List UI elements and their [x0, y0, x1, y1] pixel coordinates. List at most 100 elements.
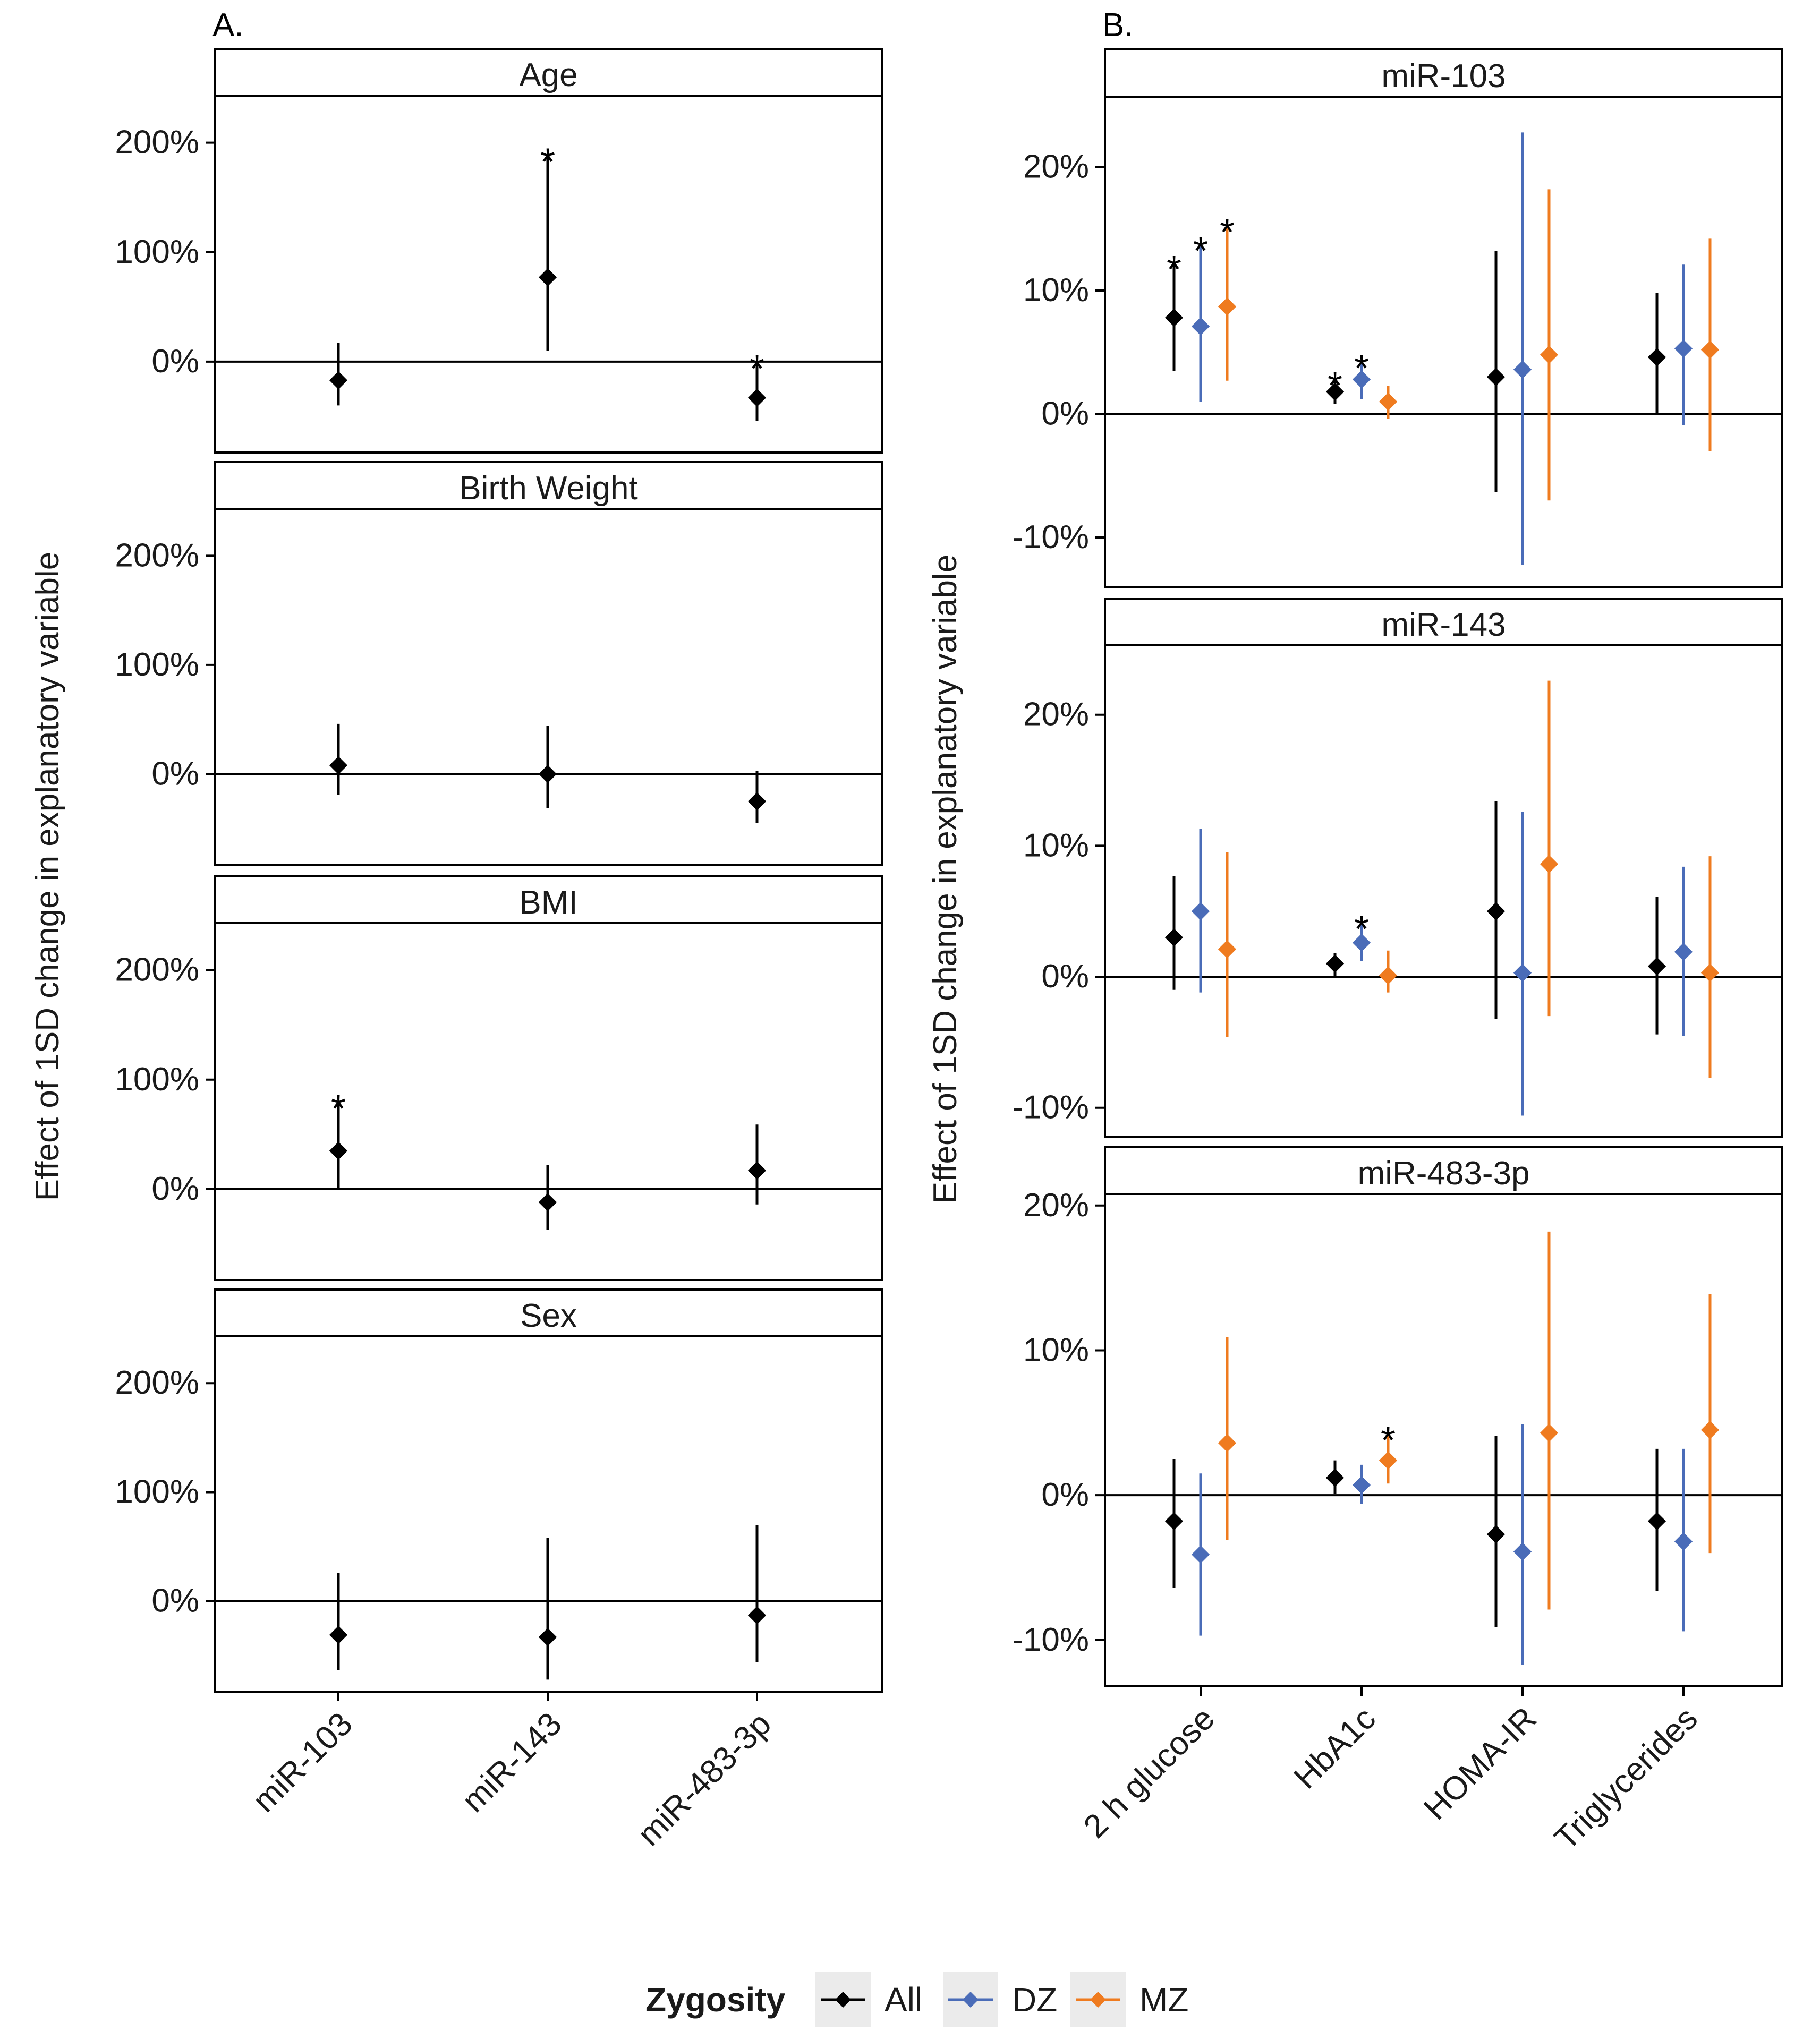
- point-marker: [329, 371, 348, 390]
- y-tick-label: 200%: [115, 124, 199, 161]
- significance-asterisk: *: [1167, 249, 1181, 291]
- facet-strip-label: miR-103: [1381, 58, 1506, 95]
- facet-a-4: Sex 0% 100% 200%: [115, 1288, 883, 1693]
- point-marker: [1674, 339, 1693, 358]
- legend-title: Zygosity: [645, 1981, 786, 2019]
- x-tick-label: HOMA-IR: [1417, 1700, 1544, 1827]
- facet-strip: [214, 1288, 883, 1337]
- point-marker: [1191, 902, 1210, 920]
- legend-label-mz: MZ: [1139, 1981, 1188, 2019]
- significance-asterisk: *: [750, 348, 764, 390]
- point-marker: [1352, 933, 1371, 952]
- significance-asterisk: *: [1328, 364, 1342, 407]
- point-marker: [1647, 1512, 1666, 1531]
- y-tick-label: 20%: [1023, 149, 1089, 185]
- point-marker: [1352, 1475, 1371, 1495]
- point-marker: [1647, 348, 1666, 366]
- y-tick-label: 100%: [115, 1061, 199, 1098]
- point-marker: [1218, 940, 1237, 959]
- point-marker: [1325, 382, 1345, 401]
- panel-label-a: A.: [212, 7, 244, 44]
- y-tick-label: 0%: [151, 1583, 199, 1619]
- y-tick-label: 0%: [1041, 1477, 1089, 1513]
- facet-b-3: miR-483-3p -10% 0% 10% 20% *: [1012, 1146, 1783, 1687]
- facet-b-1: miR-103 -10% 0% 10% 20% * * * * *: [1012, 48, 1783, 588]
- y-tick-label: 0%: [151, 343, 199, 380]
- y-tick-label: 10%: [1023, 827, 1089, 864]
- panel-label-b: B.: [1102, 7, 1134, 44]
- point-marker: [1164, 928, 1184, 947]
- facet-strip-label: Birth Weight: [459, 470, 638, 507]
- point-marker: [1540, 855, 1559, 874]
- y-tick-label: 10%: [1023, 1332, 1089, 1368]
- significance-asterisk: *: [331, 1088, 346, 1130]
- significance-asterisk: *: [1354, 908, 1369, 951]
- facet-strip-label: BMI: [519, 884, 577, 921]
- x-tick-label: miR-143: [455, 1705, 568, 1819]
- point-marker: [1540, 345, 1559, 364]
- point-marker: [538, 1193, 557, 1211]
- x-tick-label: miR-103: [245, 1705, 359, 1819]
- y-tick-label: 0%: [1041, 958, 1089, 995]
- point-marker: [1513, 963, 1532, 982]
- y-tick-label: 0%: [151, 1171, 199, 1207]
- x-tick-label: miR-483-3p: [631, 1705, 778, 1853]
- x-axis-a: miR-103 miR-143 miR-483-3p: [245, 1692, 778, 1853]
- facet-strip-label: miR-143: [1381, 607, 1506, 643]
- point-marker: [1674, 943, 1693, 961]
- legend-key-marker: [963, 1992, 979, 2008]
- y-tick-label: 100%: [115, 646, 199, 683]
- facet-strip-label: Age: [519, 57, 577, 93]
- point-marker: [538, 268, 557, 287]
- point-marker: [1700, 1421, 1720, 1439]
- x-axis-b: 2 h glucose HbA1c HOMA-IR Triglycerides: [1077, 1686, 1705, 1857]
- point-marker: [747, 792, 767, 810]
- point-marker: [1379, 1451, 1398, 1470]
- facet-a-2: Birth Weight 0% 100% 200%: [115, 461, 883, 866]
- point-marker: [1352, 370, 1371, 389]
- y-tick-label: 20%: [1023, 1187, 1089, 1224]
- point-marker: [538, 765, 557, 783]
- point-marker: [1218, 297, 1237, 316]
- point-marker: [1486, 1525, 1506, 1543]
- facet-a-1: Age 0% 100% 200% * *: [115, 48, 883, 454]
- point-marker: [1540, 1423, 1559, 1442]
- point-marker: [1647, 957, 1666, 976]
- point-marker: [329, 1141, 348, 1160]
- significance-asterisk: *: [1381, 1420, 1396, 1462]
- point-marker: [1379, 966, 1398, 985]
- y-axis-title-b: Effect of 1SD change in explanatory vari…: [927, 554, 964, 1204]
- y-tick-label: -10%: [1012, 1622, 1089, 1658]
- facet-panel: [214, 922, 883, 1281]
- point-marker: [1164, 309, 1184, 327]
- point-marker: [1164, 1512, 1184, 1531]
- y-tick-label: -10%: [1012, 519, 1089, 556]
- facet-panel: [214, 95, 883, 454]
- x-tick-label: HbA1c: [1287, 1700, 1383, 1796]
- point-marker: [1700, 963, 1720, 982]
- point-marker: [1379, 392, 1398, 411]
- point-marker: [1191, 1545, 1210, 1564]
- y-tick-label: -10%: [1012, 1089, 1089, 1126]
- point-marker: [329, 1626, 348, 1644]
- point-marker: [1218, 1433, 1237, 1453]
- significance-asterisk: *: [540, 141, 555, 183]
- y-tick-label: 100%: [115, 1473, 199, 1510]
- point-marker: [1700, 340, 1720, 359]
- legend: Zygosity All DZ MZ: [645, 1972, 1188, 2027]
- y-tick-label: 0%: [1041, 396, 1089, 432]
- point-marker: [1513, 360, 1532, 379]
- facet-strip: [1104, 1146, 1783, 1195]
- facet-strip: [1104, 598, 1783, 646]
- legend-label-dz: DZ: [1012, 1981, 1057, 2019]
- facet-panel: [1104, 644, 1783, 1138]
- y-tick-label: 10%: [1023, 272, 1089, 309]
- x-tick-label: 2 h glucose: [1077, 1700, 1222, 1845]
- significance-asterisk: *: [1220, 211, 1235, 254]
- point-marker: [1486, 902, 1506, 920]
- point-marker: [538, 1628, 557, 1646]
- facet-strip-label: miR-483-3p: [1358, 1155, 1530, 1192]
- facet-strip: [214, 875, 883, 924]
- x-tick-label: Triglycerides: [1547, 1700, 1705, 1857]
